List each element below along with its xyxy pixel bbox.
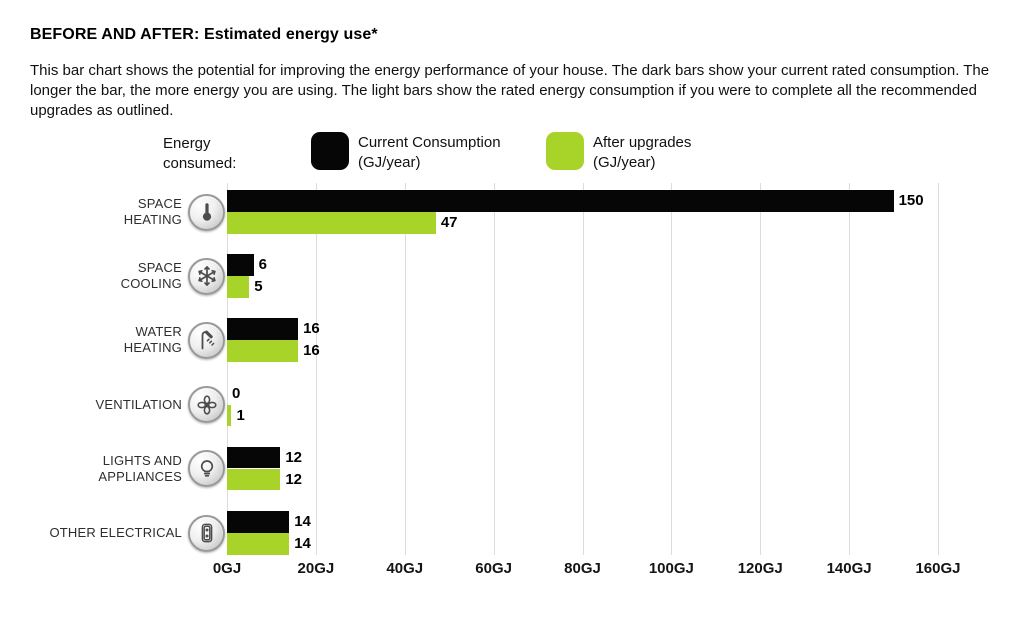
outlet-icon — [188, 514, 225, 552]
bar-value-label: 6 — [258, 256, 267, 274]
current-consumption-bar — [227, 511, 290, 533]
thermometer-icon — [188, 193, 225, 231]
x-axis-tick-label: 100GJ — [648, 560, 694, 577]
legend-item-sublabel: (GJ/year) — [593, 154, 656, 171]
x-axis-tick-label: 140GJ — [826, 560, 872, 577]
x-axis-tick-label: 0GJ — [212, 560, 242, 577]
chart-description: This bar chart shows the potential for i… — [30, 62, 990, 119]
snowflake-icon — [188, 257, 225, 295]
current-consumption-swatch — [311, 132, 349, 170]
bar-value-label: 150 — [898, 192, 924, 209]
after-upgrades-bar — [227, 212, 436, 234]
legend-item-after-upgrades: After upgrades (GJ/year) — [546, 132, 691, 173]
after-upgrades-bar — [227, 404, 232, 427]
current-consumption-bar — [227, 446, 281, 469]
fan-icon — [188, 386, 225, 424]
gridline — [671, 183, 673, 555]
category-label: VENTILATION — [95, 396, 182, 412]
after-upgrades-bar — [227, 276, 250, 298]
category-label: SPACE COOLING — [120, 260, 182, 292]
after-upgrades-bar — [227, 340, 299, 362]
bar-value-label: 16 — [303, 342, 320, 360]
current-consumption-bar — [227, 254, 254, 276]
bar-value-label: 12 — [285, 470, 302, 488]
legend-item-current-consumption: Current Consumption (GJ/year) — [311, 132, 501, 173]
bar-value-label: 14 — [294, 513, 311, 530]
legend-item-text: Current Consumption (GJ/year) — [358, 132, 501, 173]
x-axis-tick-label: 120GJ — [737, 560, 783, 577]
after-upgrades-bar — [227, 468, 281, 491]
bar-value-label: 1 — [236, 406, 245, 424]
legend-label: Energy consumed: — [163, 135, 237, 172]
category-label: LIGHTS AND APPLIANCES — [98, 452, 182, 484]
page-title: BEFORE AND AFTER: Estimated energy use* — [30, 26, 378, 43]
gridline — [227, 183, 228, 555]
x-axis-tick-label: 160GJ — [915, 560, 961, 577]
legend-item-sublabel: (GJ/year) — [358, 154, 421, 171]
current-consumption-bar — [227, 190, 894, 212]
category-label: SPACE HEATING — [123, 196, 182, 227]
lightbulb-icon — [188, 450, 225, 488]
legend-item-label: Current Consumption — [358, 134, 501, 151]
after-upgrades-bar — [227, 533, 290, 555]
x-axis-tick-label: 80GJ — [564, 560, 601, 577]
shower-icon — [188, 321, 225, 359]
bar-value-label: 0 — [232, 384, 241, 402]
bar-value-label: 16 — [303, 320, 320, 338]
legend-item-text: After upgrades (GJ/year) — [593, 132, 691, 173]
gridline — [493, 183, 495, 555]
legend-item-label: After upgrades — [593, 134, 692, 151]
bar-chart: 0GJ 20GJ 40GJ 60GJ 80GJ 100GJ 120GJ 140GJ 160GJ S… — [0, 183, 1024, 595]
bar-value-label: 47 — [440, 214, 458, 231]
x-axis-tick-label: 60GJ — [475, 560, 512, 577]
bar-value-label: 14 — [294, 535, 311, 552]
gridline — [582, 183, 584, 555]
gridline — [849, 183, 851, 555]
gridline — [938, 183, 939, 555]
bar-value-label: 12 — [285, 448, 302, 466]
gridline — [760, 183, 762, 555]
x-axis-tick-label: 40GJ — [386, 560, 424, 577]
category-label: WATER HEATING — [123, 324, 182, 356]
x-axis-tick-label: 20GJ — [297, 560, 335, 577]
bar-value-label: 5 — [254, 278, 263, 296]
gridline — [315, 183, 317, 555]
gridline — [404, 183, 406, 555]
category-label: OTHER ELECTRICAL — [49, 525, 182, 540]
current-consumption-bar — [227, 318, 299, 340]
after-upgrades-swatch — [546, 132, 584, 170]
